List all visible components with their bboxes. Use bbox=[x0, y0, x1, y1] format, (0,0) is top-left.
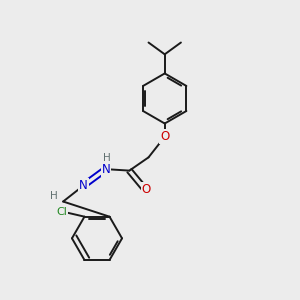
Text: O: O bbox=[160, 130, 169, 143]
Text: H: H bbox=[103, 153, 111, 163]
Text: Cl: Cl bbox=[56, 207, 67, 217]
Text: H: H bbox=[50, 191, 58, 201]
Text: N: N bbox=[80, 179, 88, 192]
Text: O: O bbox=[142, 183, 151, 196]
Text: N: N bbox=[101, 163, 110, 176]
